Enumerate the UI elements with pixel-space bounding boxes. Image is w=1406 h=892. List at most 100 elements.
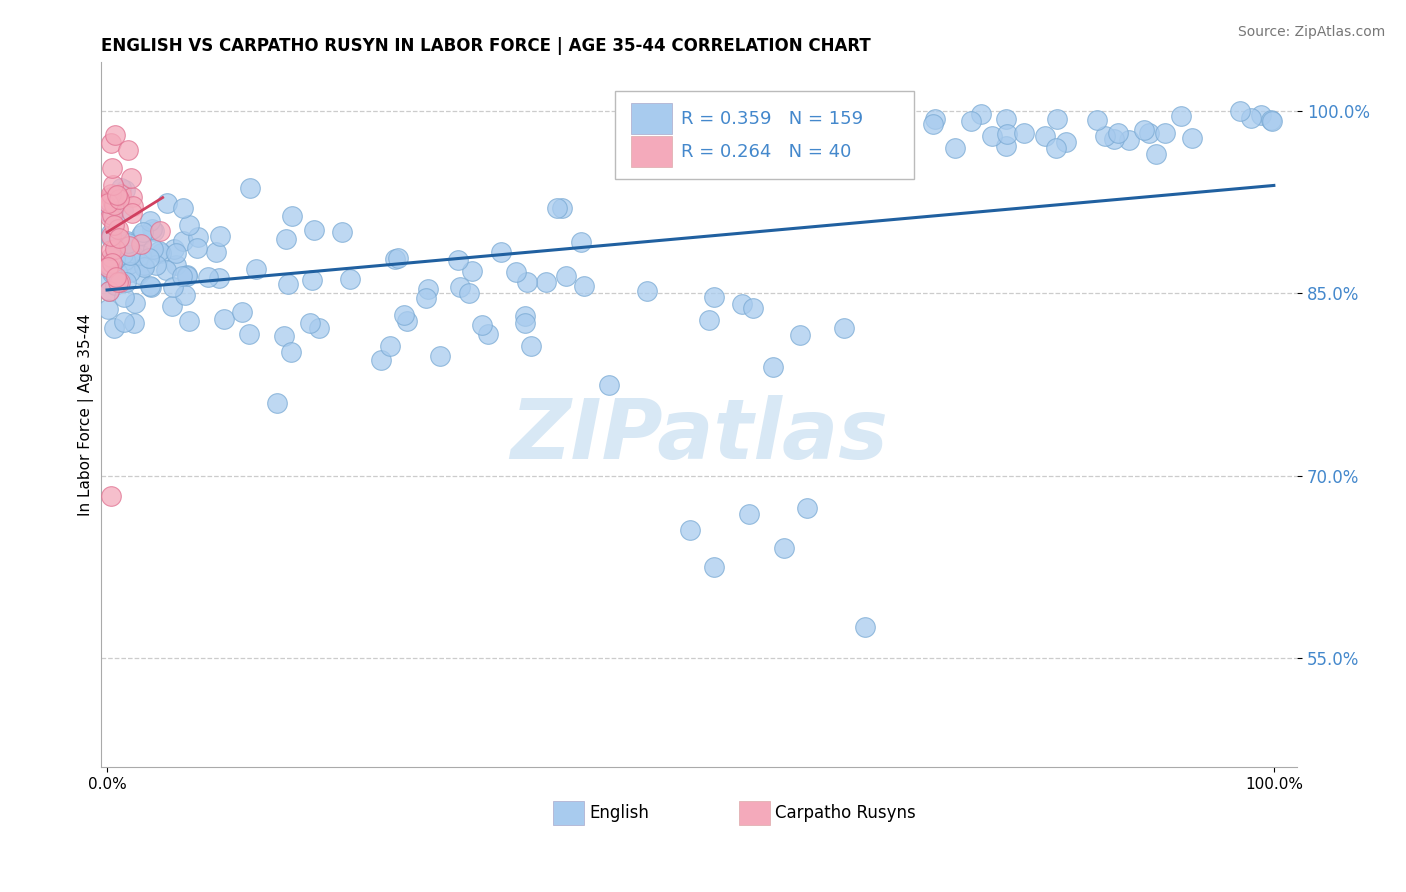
Point	[513, 309, 536, 323]
Point	[520, 339, 543, 353]
Point	[273, 328, 295, 343]
Point	[679, 523, 702, 537]
Point	[132, 258, 155, 272]
Point	[943, 141, 966, 155]
Point	[1260, 112, 1282, 127]
Point	[458, 286, 481, 301]
Point	[416, 281, 439, 295]
Point	[122, 249, 145, 263]
Point	[392, 308, 415, 322]
FancyBboxPatch shape	[738, 801, 769, 825]
Point	[772, 541, 794, 556]
Point	[266, 395, 288, 409]
Point	[995, 138, 1018, 153]
Point	[110, 186, 132, 201]
Point	[477, 326, 499, 341]
Point	[97, 272, 120, 286]
Point	[124, 296, 146, 310]
Point	[121, 190, 143, 204]
Point	[789, 327, 811, 342]
Point	[924, 112, 946, 127]
Point	[981, 129, 1004, 144]
Point	[97, 195, 120, 210]
Point	[429, 349, 451, 363]
Point	[1046, 112, 1069, 126]
Point	[132, 260, 155, 275]
Point	[197, 270, 219, 285]
Point	[515, 316, 537, 330]
Point	[100, 136, 122, 150]
Point	[101, 161, 124, 176]
Point	[172, 268, 194, 283]
Point	[129, 237, 152, 252]
Point	[997, 128, 1019, 142]
Point	[142, 224, 165, 238]
Point	[1261, 114, 1284, 128]
Point	[742, 301, 765, 316]
Point	[131, 227, 153, 242]
Point	[129, 237, 152, 252]
Point	[970, 106, 993, 120]
Point	[105, 246, 128, 260]
Point	[122, 317, 145, 331]
Point	[281, 209, 304, 223]
Point	[114, 276, 136, 290]
Point	[308, 320, 330, 334]
Point	[447, 253, 470, 268]
Point	[384, 252, 406, 266]
Point	[141, 280, 163, 294]
Point	[112, 202, 135, 217]
Point	[1045, 141, 1067, 155]
Point	[505, 265, 527, 279]
Point	[534, 275, 557, 289]
Point	[1133, 122, 1156, 136]
Point	[554, 268, 576, 283]
Point	[165, 246, 187, 260]
Point	[97, 194, 120, 209]
Point	[150, 246, 173, 260]
Point	[97, 284, 120, 298]
Point	[1012, 126, 1035, 140]
Point	[855, 620, 877, 634]
Point	[574, 278, 596, 293]
Point	[1170, 109, 1192, 123]
Point	[571, 235, 593, 249]
Point	[120, 170, 142, 185]
Point	[98, 211, 121, 225]
Point	[1118, 133, 1140, 147]
Point	[762, 359, 785, 374]
Point	[101, 178, 124, 193]
Point	[176, 268, 198, 282]
Point	[120, 265, 142, 279]
Point	[103, 194, 125, 208]
Point	[142, 242, 165, 256]
Point	[1181, 130, 1204, 145]
Point	[97, 205, 120, 219]
Point	[378, 339, 401, 353]
Point	[100, 208, 122, 222]
Point	[103, 218, 125, 232]
Point	[104, 243, 127, 257]
Point	[245, 262, 267, 277]
Point	[489, 245, 512, 260]
Point	[108, 231, 131, 245]
Point	[100, 263, 122, 277]
Point	[104, 262, 127, 277]
Point	[212, 312, 235, 326]
Point	[103, 198, 125, 212]
Point	[516, 276, 538, 290]
Point	[370, 353, 392, 368]
Point	[149, 224, 172, 238]
Point	[471, 318, 494, 332]
FancyBboxPatch shape	[631, 103, 672, 135]
Point	[172, 201, 194, 215]
Point	[387, 251, 409, 265]
Point	[118, 239, 141, 253]
Point	[105, 189, 128, 203]
FancyBboxPatch shape	[616, 91, 914, 178]
Point	[121, 205, 143, 219]
Point	[238, 326, 260, 341]
Point	[1240, 112, 1263, 126]
Point	[738, 508, 761, 522]
Point	[636, 285, 658, 299]
